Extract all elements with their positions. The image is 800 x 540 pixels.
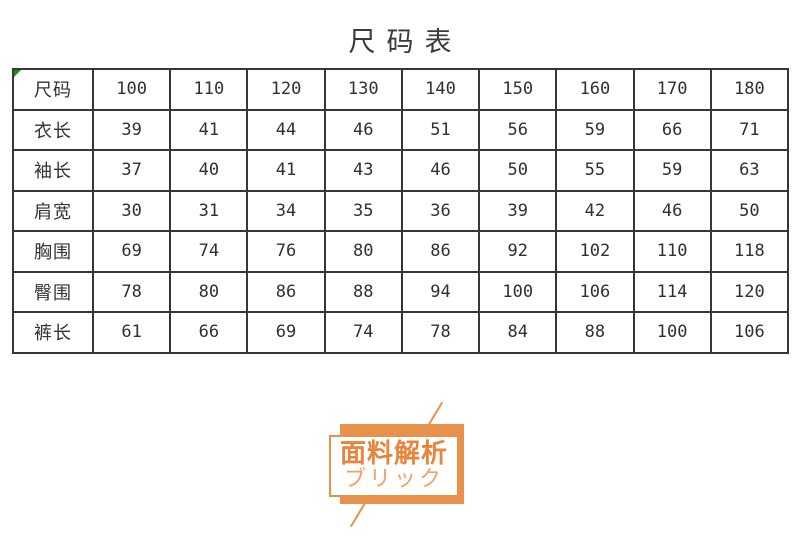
value-cell: 76 <box>246 230 326 273</box>
brand-logo: 面料解析 ブリック <box>329 435 459 497</box>
value-cell: 36 <box>400 189 481 232</box>
value-cell: 46 <box>400 149 481 192</box>
value-cell: 74 <box>323 311 403 354</box>
value-cell: 50 <box>709 189 790 232</box>
row-label-cell: 袖长 <box>12 149 94 192</box>
value-cell: 80 <box>169 270 249 313</box>
row-label-cell: 肩宽 <box>12 189 94 232</box>
value-cell: 118 <box>709 230 790 273</box>
table-row: 衣长 39 41 44 46 51 56 59 66 71 <box>12 108 790 151</box>
header-cell-size: 100 <box>91 68 172 111</box>
value-cell: 63 <box>709 149 790 192</box>
value-cell: 66 <box>632 108 712 151</box>
row-label-cell: 裤长 <box>12 311 94 354</box>
value-cell: 86 <box>400 230 481 273</box>
table-row: 袖长 37 40 41 43 46 50 55 59 63 <box>12 149 790 192</box>
value-cell: 69 <box>246 311 326 354</box>
value-cell: 31 <box>169 189 249 232</box>
logo-text-line1: 面料解析 <box>339 438 448 469</box>
value-cell: 51 <box>400 108 481 151</box>
size-table-container: 尺码 100 110 120 130 140 150 160 170 180 衣长 39 41 44 46… <box>12 68 790 354</box>
value-cell: 39 <box>478 189 558 232</box>
value-cell: 50 <box>478 149 558 192</box>
value-cell: 102 <box>555 230 635 273</box>
value-cell: 84 <box>478 311 558 354</box>
value-cell: 59 <box>632 149 712 192</box>
value-cell: 88 <box>323 270 403 313</box>
row-label-cell: 臀围 <box>12 270 94 313</box>
value-cell: 40 <box>169 149 249 192</box>
value-cell: 78 <box>91 270 172 313</box>
value-cell: 61 <box>91 311 172 354</box>
value-cell: 94 <box>400 270 481 313</box>
header-cell-size: 180 <box>709 68 790 111</box>
value-cell: 100 <box>478 270 558 313</box>
page-title: 尺码表 <box>348 27 463 58</box>
row-label-cell: 衣长 <box>12 108 94 151</box>
size-table-body: 衣长 39 41 44 46 51 56 59 66 71 袖长 37 40 41 43 46 50 55 59 63… <box>12 108 790 354</box>
table-header-row: 尺码 100 110 120 130 140 150 160 170 180 <box>12 68 790 111</box>
value-cell: 71 <box>709 108 790 151</box>
logo-text-line2: ブリック <box>343 467 444 493</box>
header-cell-size: 140 <box>400 68 481 111</box>
corner-marker-triangle-icon <box>14 70 21 77</box>
row-label-cell: 胸围 <box>12 230 94 273</box>
value-cell: 74 <box>169 230 249 273</box>
value-cell: 59 <box>555 108 635 151</box>
value-cell: 42 <box>555 189 635 232</box>
value-cell: 37 <box>91 149 172 192</box>
value-cell: 110 <box>632 230 712 273</box>
value-cell: 100 <box>632 311 712 354</box>
table-row: 肩宽 30 31 34 35 36 39 42 46 50 <box>12 189 790 232</box>
size-table: 尺码 100 110 120 130 140 150 160 170 180 衣长 39 41 44 46… <box>12 68 790 354</box>
header-cell-size: 130 <box>323 68 403 111</box>
value-cell: 78 <box>400 311 481 354</box>
table-row: 胸围 69 74 76 80 86 92 102 110 118 <box>12 230 790 273</box>
value-cell: 55 <box>555 149 635 192</box>
header-cell-size: 120 <box>246 68 326 111</box>
value-cell: 69 <box>91 230 172 273</box>
value-cell: 43 <box>323 149 403 192</box>
value-cell: 66 <box>169 311 249 354</box>
value-cell: 56 <box>478 108 558 151</box>
value-cell: 30 <box>91 189 172 232</box>
value-cell: 44 <box>246 108 326 151</box>
header-cell-size: 170 <box>632 68 712 111</box>
value-cell: 34 <box>246 189 326 232</box>
value-cell: 80 <box>323 230 403 273</box>
value-cell: 46 <box>632 189 712 232</box>
value-cell: 41 <box>169 108 249 151</box>
value-cell: 88 <box>555 311 635 354</box>
value-cell: 46 <box>323 108 403 151</box>
value-cell: 86 <box>246 270 326 313</box>
value-cell: 106 <box>555 270 635 313</box>
header-cell-size: 110 <box>169 68 249 111</box>
value-cell: 114 <box>632 270 712 313</box>
header-cell-size: 150 <box>478 68 558 111</box>
header-cell-size: 160 <box>555 68 635 111</box>
value-cell: 92 <box>478 230 558 273</box>
value-cell: 39 <box>91 108 172 151</box>
header-cell-label: 尺码 <box>12 68 94 111</box>
value-cell: 41 <box>246 149 326 192</box>
value-cell: 120 <box>709 270 790 313</box>
value-cell: 35 <box>323 189 403 232</box>
value-cell: 106 <box>709 311 790 354</box>
table-row: 臀围 78 80 86 88 94 100 106 114 120 <box>12 270 790 313</box>
table-row: 裤长 61 66 69 74 78 84 88 100 106 <box>12 311 790 354</box>
